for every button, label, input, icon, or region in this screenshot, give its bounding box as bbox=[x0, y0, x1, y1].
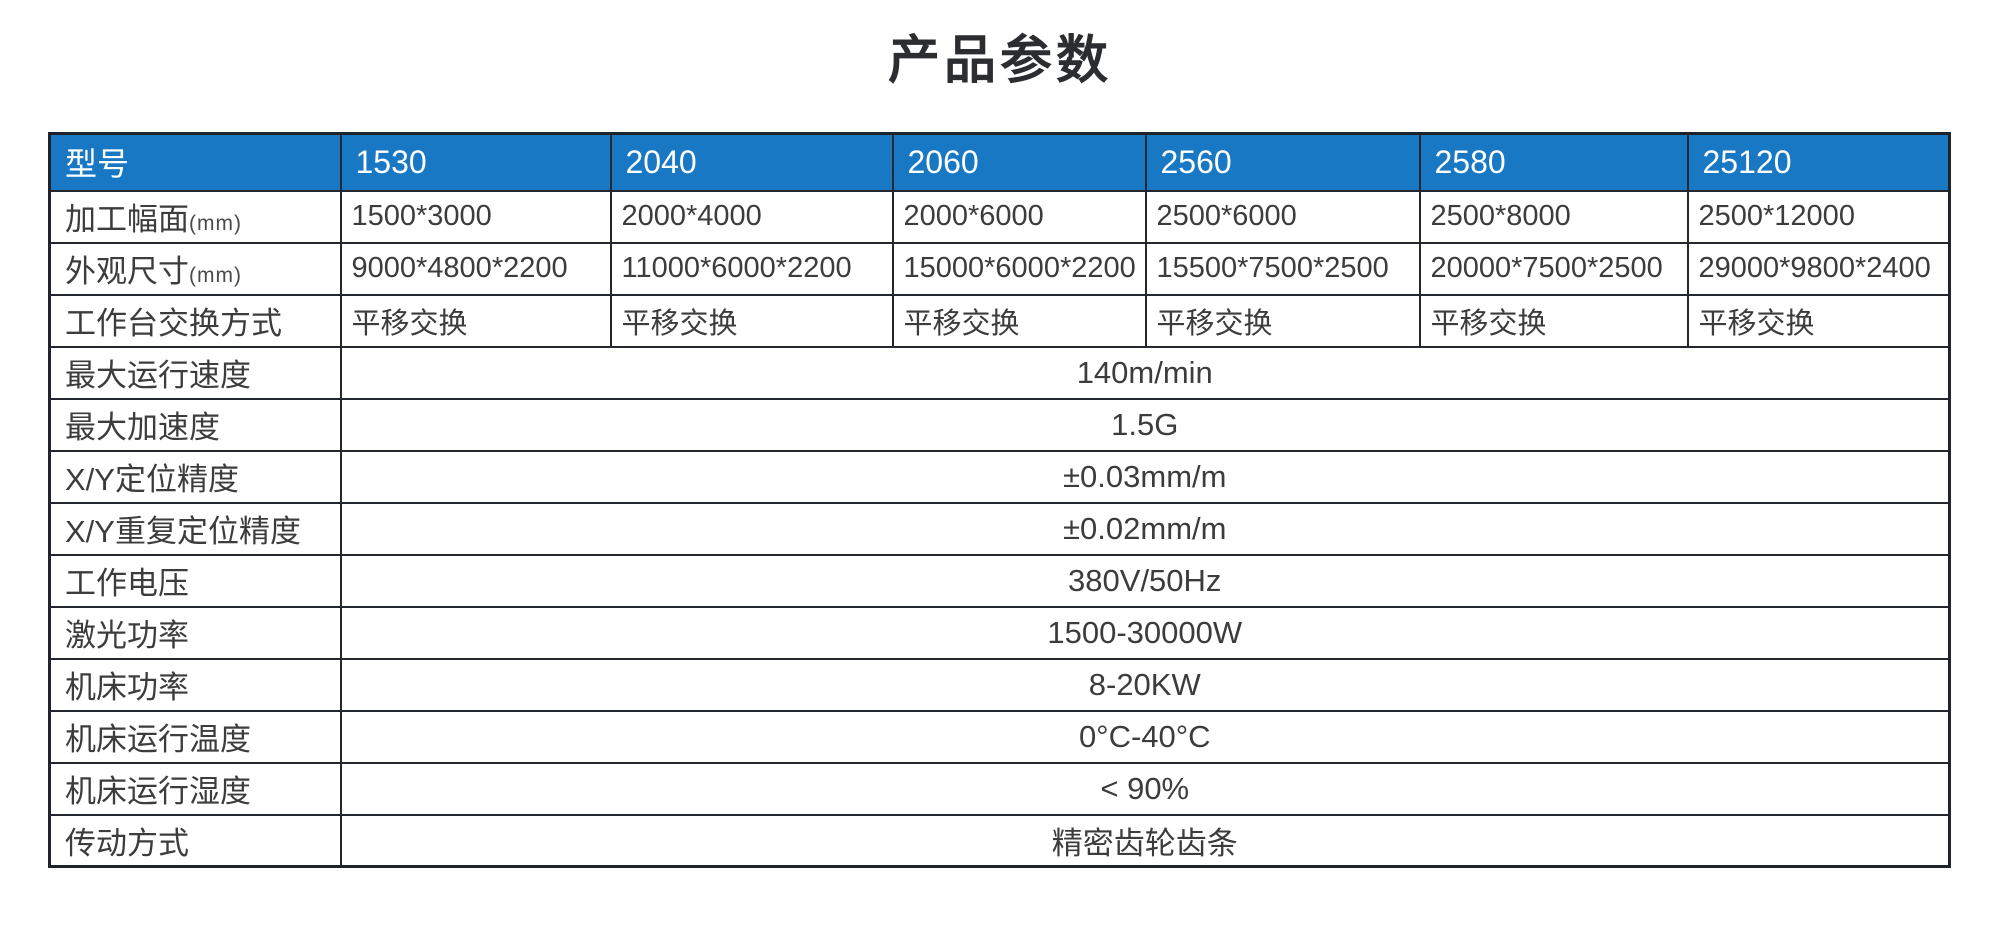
row-repeat-positioning-accuracy: X/Y重复定位精度 ±0.02mm/m bbox=[48, 501, 1951, 556]
spec-label: 机床运行温度 bbox=[48, 709, 342, 764]
spec-value: 1500*3000 bbox=[339, 189, 612, 244]
spec-label: 机床运行湿度 bbox=[48, 761, 342, 816]
spec-label-text: 工作台交换方式 bbox=[65, 306, 282, 341]
spec-value: 20000*7500*2500 bbox=[1418, 241, 1689, 296]
row-outer-dimensions: 外观尺寸(mm) 9000*4800*2200 11000*6000*2200 … bbox=[48, 241, 1951, 296]
row-machine-power: 机床功率 8-20KW bbox=[48, 657, 1951, 712]
row-worktable-exchange: 工作台交换方式 平移交换 平移交换 平移交换 平移交换 平移交换 平移交换 bbox=[48, 293, 1951, 348]
spec-value: 29000*9800*2400 bbox=[1686, 241, 1951, 296]
column-header-2060: 2060 bbox=[891, 132, 1147, 192]
spec-value: 平移交换 bbox=[339, 293, 612, 348]
spec-value: 0°C-40°C bbox=[339, 709, 1951, 764]
spec-value: 2500*12000 bbox=[1686, 189, 1951, 244]
row-working-voltage: 工作电压 380V/50Hz bbox=[48, 553, 1951, 608]
spec-value: 140m/min bbox=[339, 345, 1951, 400]
spec-label: X/Y定位精度 bbox=[48, 449, 342, 504]
spec-value: 9000*4800*2200 bbox=[339, 241, 612, 296]
spec-label-unit: (mm) bbox=[189, 264, 242, 287]
spec-value: 15000*6000*2200 bbox=[891, 241, 1147, 296]
row-max-speed: 最大运行速度 140m/min bbox=[48, 345, 1951, 400]
spec-value: 平移交换 bbox=[1144, 293, 1421, 348]
spec-value: 1500-30000W bbox=[339, 605, 1951, 660]
spec-label: 最大运行速度 bbox=[48, 345, 342, 400]
spec-value: 平移交换 bbox=[1418, 293, 1689, 348]
spec-value: ±0.02mm/m bbox=[339, 501, 1951, 556]
spec-value: 380V/50Hz bbox=[339, 553, 1951, 608]
spec-label: 外观尺寸(mm) bbox=[48, 241, 342, 296]
column-header-2040: 2040 bbox=[609, 132, 894, 192]
column-header-2560: 2560 bbox=[1144, 132, 1421, 192]
row-max-acceleration: 最大加速度 1.5G bbox=[48, 397, 1951, 452]
row-transmission-type: 传动方式 精密齿轮齿条 bbox=[48, 813, 1951, 868]
column-header-25120: 25120 bbox=[1686, 132, 1951, 192]
column-header-2580: 2580 bbox=[1418, 132, 1689, 192]
spec-label: X/Y重复定位精度 bbox=[48, 501, 342, 556]
spec-label: 工作台交换方式 bbox=[48, 293, 342, 348]
page-title: 产品参数 bbox=[887, 32, 1112, 90]
spec-value: 2000*6000 bbox=[891, 189, 1147, 244]
spec-value: 平移交换 bbox=[891, 293, 1147, 348]
spec-value: 8-20KW bbox=[339, 657, 1951, 712]
column-header-1530: 1530 bbox=[339, 132, 612, 192]
spec-value: 平移交换 bbox=[1686, 293, 1951, 348]
spec-label: 工作电压 bbox=[48, 553, 342, 608]
row-operating-humidity: 机床运行湿度 < 90% bbox=[48, 761, 1951, 816]
spec-label: 最大加速度 bbox=[48, 397, 342, 452]
product-specs-table: 型号 1530 2040 2060 2560 2580 25120 加工幅面(m… bbox=[48, 132, 1951, 868]
spec-value: 1.5G bbox=[339, 397, 1951, 452]
spec-label: 传动方式 bbox=[48, 813, 342, 868]
spec-label-text: 外观尺寸 bbox=[65, 254, 189, 289]
spec-value: 2000*4000 bbox=[609, 189, 894, 244]
row-working-area: 加工幅面(mm) 1500*3000 2000*4000 2000*6000 2… bbox=[48, 189, 1951, 244]
row-positioning-accuracy: X/Y定位精度 ±0.03mm/m bbox=[48, 449, 1951, 504]
spec-label-text: 加工幅面 bbox=[65, 202, 189, 237]
spec-value: 2500*8000 bbox=[1418, 189, 1689, 244]
spec-value: 2500*6000 bbox=[1144, 189, 1421, 244]
table-header-row: 型号 1530 2040 2060 2560 2580 25120 bbox=[48, 132, 1951, 192]
row-laser-power: 激光功率 1500-30000W bbox=[48, 605, 1951, 660]
spec-value: 精密齿轮齿条 bbox=[339, 813, 1951, 868]
spec-value: < 90% bbox=[339, 761, 1951, 816]
row-operating-temperature: 机床运行温度 0°C-40°C bbox=[48, 709, 1951, 764]
spec-value: 11000*6000*2200 bbox=[609, 241, 894, 296]
spec-label-unit: (mm) bbox=[189, 212, 242, 235]
spec-value: 15500*7500*2500 bbox=[1144, 241, 1421, 296]
spec-value: 平移交换 bbox=[609, 293, 894, 348]
column-header-model: 型号 bbox=[48, 132, 342, 192]
spec-value: ±0.03mm/m bbox=[339, 449, 1951, 504]
spec-label: 加工幅面(mm) bbox=[48, 189, 342, 244]
spec-label: 激光功率 bbox=[48, 605, 342, 660]
spec-label: 机床功率 bbox=[48, 657, 342, 712]
